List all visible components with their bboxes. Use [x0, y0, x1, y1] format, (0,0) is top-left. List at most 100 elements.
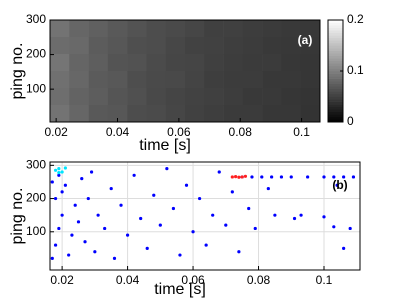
scatter-point	[83, 240, 87, 244]
heatmap-cell	[281, 20, 302, 38]
heatmap-cell	[107, 54, 128, 72]
colorbar-step	[328, 50, 343, 54]
heatmap-cell	[185, 54, 205, 72]
colorbar-step	[328, 114, 343, 118]
y-tick-label: 300	[26, 157, 46, 171]
colorbar-step	[328, 20, 343, 23]
scatter-point	[292, 216, 297, 221]
colorbar-tick-label: 0	[347, 114, 354, 128]
heatmap-cell	[281, 71, 302, 89]
heatmap-cell	[107, 105, 128, 123]
scatter-point	[243, 174, 248, 178]
heatmap-cell	[127, 20, 147, 38]
scatter-point	[53, 243, 58, 247]
colorbar-step	[328, 111, 343, 115]
colorbar-step	[328, 65, 343, 69]
scatter-point	[80, 177, 84, 181]
heatmap-cell	[300, 105, 321, 123]
y-axis-label: ping no.	[9, 43, 26, 100]
scatter-point	[125, 233, 130, 237]
colorbar-step	[328, 106, 343, 110]
heatmap-cell	[204, 105, 224, 123]
heatmap-cell	[185, 37, 205, 55]
heatmap-cell	[146, 20, 167, 38]
scatter-point	[63, 166, 67, 170]
y-tick-label: 100	[26, 81, 46, 95]
panel-annotation: (b)	[332, 178, 347, 192]
colorbar-step	[328, 30, 343, 34]
heatmap-cell	[88, 88, 109, 106]
scatter-point	[60, 190, 64, 194]
colorbar-step	[328, 96, 343, 100]
heatmap-cell	[242, 105, 263, 123]
colorbar-step	[328, 53, 343, 56]
colorbar-step	[328, 93, 343, 97]
heatmap-cell	[204, 37, 224, 55]
heatmap-cell	[146, 88, 167, 106]
x-axis-label: time [s]	[139, 137, 191, 154]
heatmap-cell	[204, 88, 224, 106]
scatter-point	[240, 175, 244, 179]
colorbar-step	[328, 78, 343, 82]
heatmap-cell	[165, 20, 186, 38]
scatter-point	[299, 213, 303, 217]
scatter-point	[266, 186, 270, 191]
heatmap-cell	[165, 37, 186, 55]
heatmap-cell	[223, 54, 244, 72]
colorbar-tick-label: 0.2	[347, 12, 364, 26]
scatter-point	[60, 213, 64, 217]
heatmap-cell	[107, 37, 128, 55]
heatmap-cell	[146, 105, 167, 123]
axes-bg	[50, 162, 360, 270]
colorbar-step	[328, 32, 343, 36]
heatmap-cell	[300, 54, 321, 72]
heatmap-cell	[281, 37, 302, 55]
scatter-point	[139, 216, 143, 221]
colorbar-step	[328, 88, 343, 92]
scatter-point	[53, 196, 58, 201]
scatter-point	[53, 168, 58, 172]
heatmap-cell	[127, 88, 147, 106]
colorbar-step	[328, 81, 343, 85]
scatter-point	[279, 175, 284, 179]
colorbar-tick-label: 0.1	[347, 63, 364, 77]
scatter-point	[152, 193, 156, 197]
heatmap-cell	[262, 105, 282, 123]
heatmap-cell	[50, 71, 70, 89]
colorbar-step	[328, 76, 343, 79]
colorbar-step	[328, 104, 343, 107]
y-tick-label: 200	[26, 47, 46, 61]
scatter-point	[230, 190, 234, 194]
scatter-point	[158, 223, 162, 227]
scatter-point	[322, 215, 326, 219]
colorbar-step	[328, 91, 343, 95]
colorbar-step	[328, 68, 343, 72]
y-tick-label: 200	[26, 191, 46, 205]
heatmap-cell	[300, 71, 321, 89]
heatmap-cell	[127, 105, 147, 123]
heatmap-cell	[50, 105, 70, 123]
colorbar-step	[328, 35, 343, 39]
scatter-point	[289, 175, 293, 179]
heatmap-cell	[165, 88, 186, 106]
colorbar-step	[328, 83, 343, 87]
scatter-point	[273, 213, 277, 217]
colorbar-step	[328, 73, 343, 77]
scatter-point	[197, 196, 202, 201]
x-tick-label: 0.04	[116, 273, 140, 287]
heatmap-cell	[88, 105, 109, 123]
heatmap-cell	[107, 71, 128, 89]
scatter-point	[204, 243, 208, 247]
heatmap-cell	[146, 71, 167, 89]
scatter-point	[89, 170, 94, 174]
colorbar-step	[328, 48, 343, 51]
heatmap-cell	[223, 105, 244, 123]
scatter-point	[322, 175, 326, 179]
y-tick-label: 100	[26, 224, 46, 238]
scatter-point	[60, 170, 64, 174]
heatmap-cell	[262, 37, 282, 55]
heatmap-cell	[262, 20, 282, 38]
x-tick-label: 0.08	[247, 273, 271, 287]
scatter-point	[332, 175, 336, 179]
heatmap-cell	[223, 20, 244, 38]
